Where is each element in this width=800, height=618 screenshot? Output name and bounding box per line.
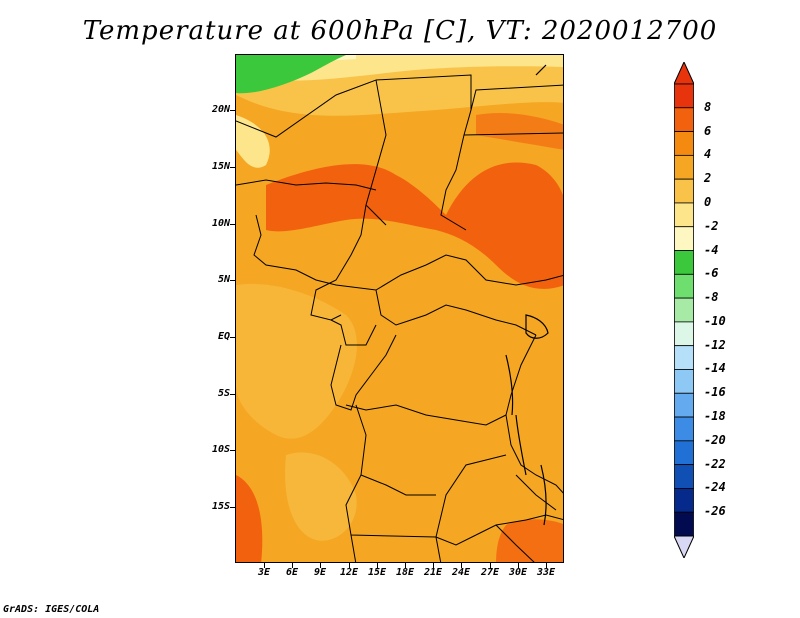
lat-label-10s: 10S bbox=[211, 444, 230, 455]
lat-tick bbox=[230, 224, 235, 225]
colorbar-swatch bbox=[674, 440, 694, 466]
lon-label-6e: 6E bbox=[285, 567, 299, 578]
colorbar-swatch bbox=[674, 416, 694, 442]
colorbar-swatch bbox=[674, 178, 694, 204]
colorbar-label: 6 bbox=[704, 123, 712, 138]
lat-label-15n: 15N bbox=[211, 161, 230, 172]
colorbar-swatch bbox=[674, 131, 694, 156]
lon-label-30e: 30E bbox=[508, 567, 528, 578]
lon-tick bbox=[490, 563, 491, 568]
field-warm-southeast bbox=[496, 519, 563, 562]
colorbar-label: 2 bbox=[704, 171, 712, 186]
colorbar-label: -16 bbox=[704, 385, 726, 400]
colorbar-top-arrow bbox=[674, 62, 694, 85]
lat-tick bbox=[230, 507, 235, 508]
colorbar-swatch bbox=[674, 321, 694, 347]
lon-tick bbox=[377, 563, 378, 568]
lat-tick bbox=[230, 280, 235, 281]
temperature-field bbox=[236, 55, 563, 562]
colorbar-label: -24 bbox=[704, 480, 726, 495]
colorbar-label: 4 bbox=[704, 147, 712, 162]
colorbar-swatch bbox=[674, 464, 694, 489]
lat-label-5n: 5N bbox=[217, 274, 230, 285]
lon-tick bbox=[433, 563, 434, 568]
colorbar-label: 0 bbox=[704, 194, 712, 209]
colorbar-swatch bbox=[674, 226, 694, 251]
lat-label-15s: 15S bbox=[211, 501, 230, 512]
lon-label-27e: 27E bbox=[480, 567, 500, 578]
field-warm-southwest bbox=[236, 475, 263, 562]
colorbar-swatch bbox=[674, 250, 694, 275]
lat-tick bbox=[230, 394, 235, 395]
colorbar-label: -22 bbox=[704, 456, 726, 471]
country-borders bbox=[236, 74, 563, 562]
map-title: Temperature at 600hPa [C], VT: 202001270… bbox=[82, 16, 718, 46]
field-cool-south bbox=[285, 452, 357, 541]
lon-tick bbox=[546, 563, 547, 568]
lon-label-3e: 3E bbox=[257, 567, 271, 578]
lon-tick bbox=[349, 563, 350, 568]
colorbar-label: -12 bbox=[704, 337, 726, 352]
lat-label-20n: 20N bbox=[211, 104, 230, 115]
colorbar-swatch bbox=[674, 392, 694, 418]
lat-label-eq: EQ bbox=[217, 331, 230, 342]
lat-tick bbox=[230, 167, 235, 168]
colorbar-label: -8 bbox=[704, 290, 719, 305]
map-panel bbox=[235, 54, 564, 563]
footer-credit: GrADS: IGES/COLA bbox=[3, 604, 100, 615]
lon-tick bbox=[461, 563, 462, 568]
lon-label-15e: 15E bbox=[367, 567, 387, 578]
lon-tick bbox=[320, 563, 321, 568]
lon-tick bbox=[292, 563, 293, 568]
colorbar bbox=[674, 62, 694, 558]
colorbar-label: -26 bbox=[704, 504, 726, 519]
colorbar-swatch bbox=[674, 511, 694, 537]
lat-tick bbox=[230, 450, 235, 451]
colorbar-swatch bbox=[674, 202, 694, 228]
field-green-region bbox=[236, 55, 346, 94]
colorbar-swatch bbox=[674, 297, 694, 323]
field-cool-central bbox=[236, 284, 357, 439]
colorbar-label: -2 bbox=[704, 218, 719, 233]
colorbar-swatch bbox=[674, 154, 694, 180]
colorbar-swatch bbox=[674, 345, 694, 370]
lon-label-9e: 9E bbox=[313, 567, 327, 578]
field-cold-west bbox=[236, 115, 270, 168]
colorbar-swatch bbox=[674, 369, 694, 394]
colorbar-label: -18 bbox=[704, 409, 726, 424]
lon-label-18e: 18E bbox=[395, 567, 415, 578]
lon-label-33e: 33E bbox=[536, 567, 556, 578]
lakes bbox=[505, 64, 549, 526]
colorbar-label: 8 bbox=[704, 99, 712, 114]
colorbar-label: -20 bbox=[704, 432, 726, 447]
field-warm-sahel bbox=[266, 162, 563, 289]
lat-tick bbox=[230, 110, 235, 111]
colorbar-swatch bbox=[674, 83, 694, 109]
lon-label-12e: 12E bbox=[339, 567, 359, 578]
colorbar-swatch bbox=[674, 107, 694, 132]
colorbar-bottom-arrow bbox=[674, 535, 694, 558]
colorbar-label: -10 bbox=[704, 313, 726, 328]
lat-tick bbox=[230, 337, 235, 338]
colorbar-swatch bbox=[674, 488, 694, 513]
lon-label-21e: 21E bbox=[423, 567, 443, 578]
lon-tick bbox=[518, 563, 519, 568]
lat-label-10n: 10N bbox=[211, 218, 230, 229]
lon-label-24e: 24E bbox=[451, 567, 471, 578]
colorbar-swatch bbox=[674, 273, 694, 299]
lat-label-5s: 5S bbox=[217, 388, 230, 399]
colorbar-label: -4 bbox=[704, 242, 719, 257]
field-warm-northeast bbox=[476, 113, 563, 150]
lon-tick bbox=[264, 563, 265, 568]
colorbar-label: -14 bbox=[704, 361, 726, 376]
colorbar-label: -6 bbox=[704, 266, 719, 281]
lon-tick bbox=[405, 563, 406, 568]
